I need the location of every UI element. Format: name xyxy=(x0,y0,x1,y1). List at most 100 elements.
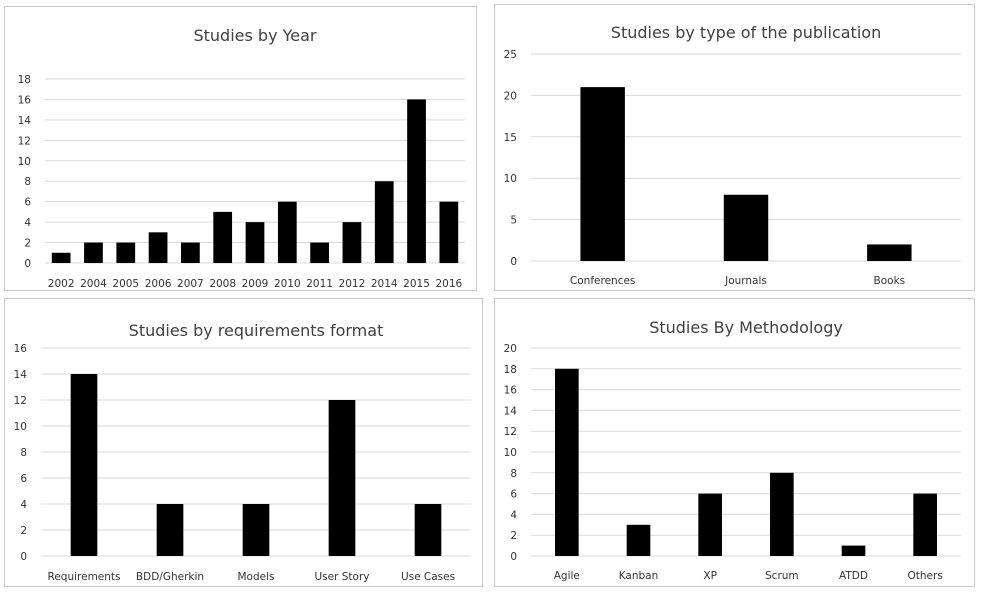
x-tick-label: Scrum xyxy=(765,570,799,582)
chart-panel-requirements: Studies by requirements format 0 2 4 6 8 10 12 1… xyxy=(4,298,483,587)
y-tick-label: 14 xyxy=(14,369,28,381)
x-tick-label: 2007 xyxy=(177,278,204,290)
bar-atdd xyxy=(841,545,866,556)
y-tick-label: 0 xyxy=(510,551,517,563)
y-tick-label: 12 xyxy=(504,426,517,438)
x-tick-label: 2008 xyxy=(209,278,236,290)
y-tick-label: 2 xyxy=(24,238,31,250)
y-tick-label: 15 xyxy=(504,132,517,144)
x-tick-label: BDD/Gherkin xyxy=(136,571,204,583)
bar-2008 xyxy=(213,211,233,263)
y-tick-label: 2 xyxy=(20,525,27,537)
chart-methodology: Studies By Methodology 0 2 4 6 8 10 12 14 16 18 20 A… xyxy=(504,318,961,582)
x-tick-label: Kanban xyxy=(619,570,659,582)
y-tick-label: 6 xyxy=(24,197,31,209)
x-tick-label: Models xyxy=(238,571,275,583)
x-tick-label: 2004 xyxy=(80,278,107,290)
x-tick-label: 2014 xyxy=(371,278,398,290)
x-tick-label: 2015 xyxy=(403,278,430,290)
x-tick-label: 2002 xyxy=(48,278,75,290)
bar-xp xyxy=(698,493,722,556)
chart-panel-publication: Studies by type of the publication 0 5 10 15… xyxy=(494,4,975,291)
chart-requirements: Studies by requirements format 0 2 4 6 8 10 12 1… xyxy=(14,321,471,583)
bar-2015 xyxy=(407,99,426,263)
chart-year: Studies by Year 0 2 4 6 8 10 12 14 16 18 2002 2004 20… xyxy=(18,26,465,290)
chart-title: Studies by requirements format xyxy=(129,321,384,340)
bar-models xyxy=(242,504,270,556)
bar-scrum xyxy=(770,472,794,556)
chart-publication: Studies by type of the publication 0 5 10 15… xyxy=(504,23,961,287)
y-tick-label: 5 xyxy=(510,215,517,227)
chart-panel-year: Studies by Year 0 2 4 6 8 10 12 14 16 18 2002 2004 20… xyxy=(4,6,477,291)
y-tick-label: 16 xyxy=(14,343,28,355)
x-tick-label: Others xyxy=(908,570,943,582)
y-tick-label: 6 xyxy=(20,473,27,485)
y-tick-label: 8 xyxy=(20,447,27,459)
x-tick-label: 2009 xyxy=(242,278,269,290)
y-tick-label: 6 xyxy=(510,489,517,501)
x-tick-label: 2012 xyxy=(339,278,366,290)
bar-2005 xyxy=(116,242,136,263)
bar-2012 xyxy=(342,222,362,263)
y-tick-label: 4 xyxy=(24,217,31,229)
bar-2010 xyxy=(277,201,297,263)
y-tick-label: 20 xyxy=(504,343,517,355)
bar-2002 xyxy=(51,252,71,263)
y-tick-label: 14 xyxy=(18,115,32,127)
x-tick-label: ATDD xyxy=(839,570,868,582)
y-tick-label: 18 xyxy=(504,364,517,376)
y-tick-label: 0 xyxy=(20,551,27,563)
y-tick-label: 10 xyxy=(504,447,517,459)
y-tick-label: 12 xyxy=(18,135,31,147)
chart-title: Studies by type of the publication xyxy=(611,23,881,42)
chart-panel-methodology: Studies By Methodology 0 2 4 6 8 10 12 14 16 18 20 A… xyxy=(494,298,975,587)
y-tick-label: 18 xyxy=(18,74,31,86)
y-tick-label: 10 xyxy=(504,173,517,185)
y-tick-label: 4 xyxy=(510,509,517,521)
x-tick-label: Requirements xyxy=(48,571,121,583)
y-tick-label: 4 xyxy=(20,499,27,511)
bar-bdd-gherkin xyxy=(156,504,184,556)
bar-2006 xyxy=(148,232,168,263)
y-tick-label: 25 xyxy=(504,49,517,61)
y-tick-label: 8 xyxy=(24,176,31,188)
bar-2014 xyxy=(374,181,394,263)
y-tick-label: 2 xyxy=(510,530,517,542)
x-tick-label: Conferences xyxy=(570,275,635,287)
bar-requirements xyxy=(70,374,98,556)
bar-conferences xyxy=(580,87,625,262)
y-tick-label: 12 xyxy=(14,395,27,407)
bar-2009 xyxy=(245,222,265,263)
bar-kanban xyxy=(626,524,651,556)
y-tick-label: 14 xyxy=(504,405,518,417)
x-tick-label: User Story xyxy=(314,571,369,583)
y-tick-label: 0 xyxy=(24,258,31,270)
y-tick-label: 10 xyxy=(14,421,27,433)
x-tick-label: 2010 xyxy=(274,278,301,290)
x-tick-label: XP xyxy=(703,570,717,582)
bar-user-story xyxy=(328,400,356,556)
bar-2004 xyxy=(84,242,103,263)
x-tick-label: Use Cases xyxy=(401,571,455,583)
x-tick-label: Agile xyxy=(554,570,580,582)
bar-use-cases xyxy=(414,504,442,556)
x-tick-label: 2011 xyxy=(306,278,333,290)
x-tick-label: 2005 xyxy=(112,278,139,290)
chart-title: Studies by Year xyxy=(193,26,316,45)
x-tick-label: 2006 xyxy=(145,278,172,290)
x-tick-label: Journals xyxy=(724,275,767,287)
x-tick-label: 2016 xyxy=(435,278,462,290)
bar-others xyxy=(913,493,937,556)
y-tick-label: 20 xyxy=(504,90,517,102)
chart-title: Studies By Methodology xyxy=(649,318,843,337)
y-tick-label: 16 xyxy=(504,385,518,397)
y-tick-label: 0 xyxy=(510,256,517,268)
bar-journals xyxy=(723,194,769,261)
y-tick-label: 8 xyxy=(510,468,517,480)
bar-2016 xyxy=(439,201,459,263)
bar-agile xyxy=(555,368,579,556)
bar-2011 xyxy=(310,242,329,263)
x-tick-label: Books xyxy=(874,275,906,287)
bar-books xyxy=(867,244,912,261)
y-tick-label: 10 xyxy=(18,156,31,168)
